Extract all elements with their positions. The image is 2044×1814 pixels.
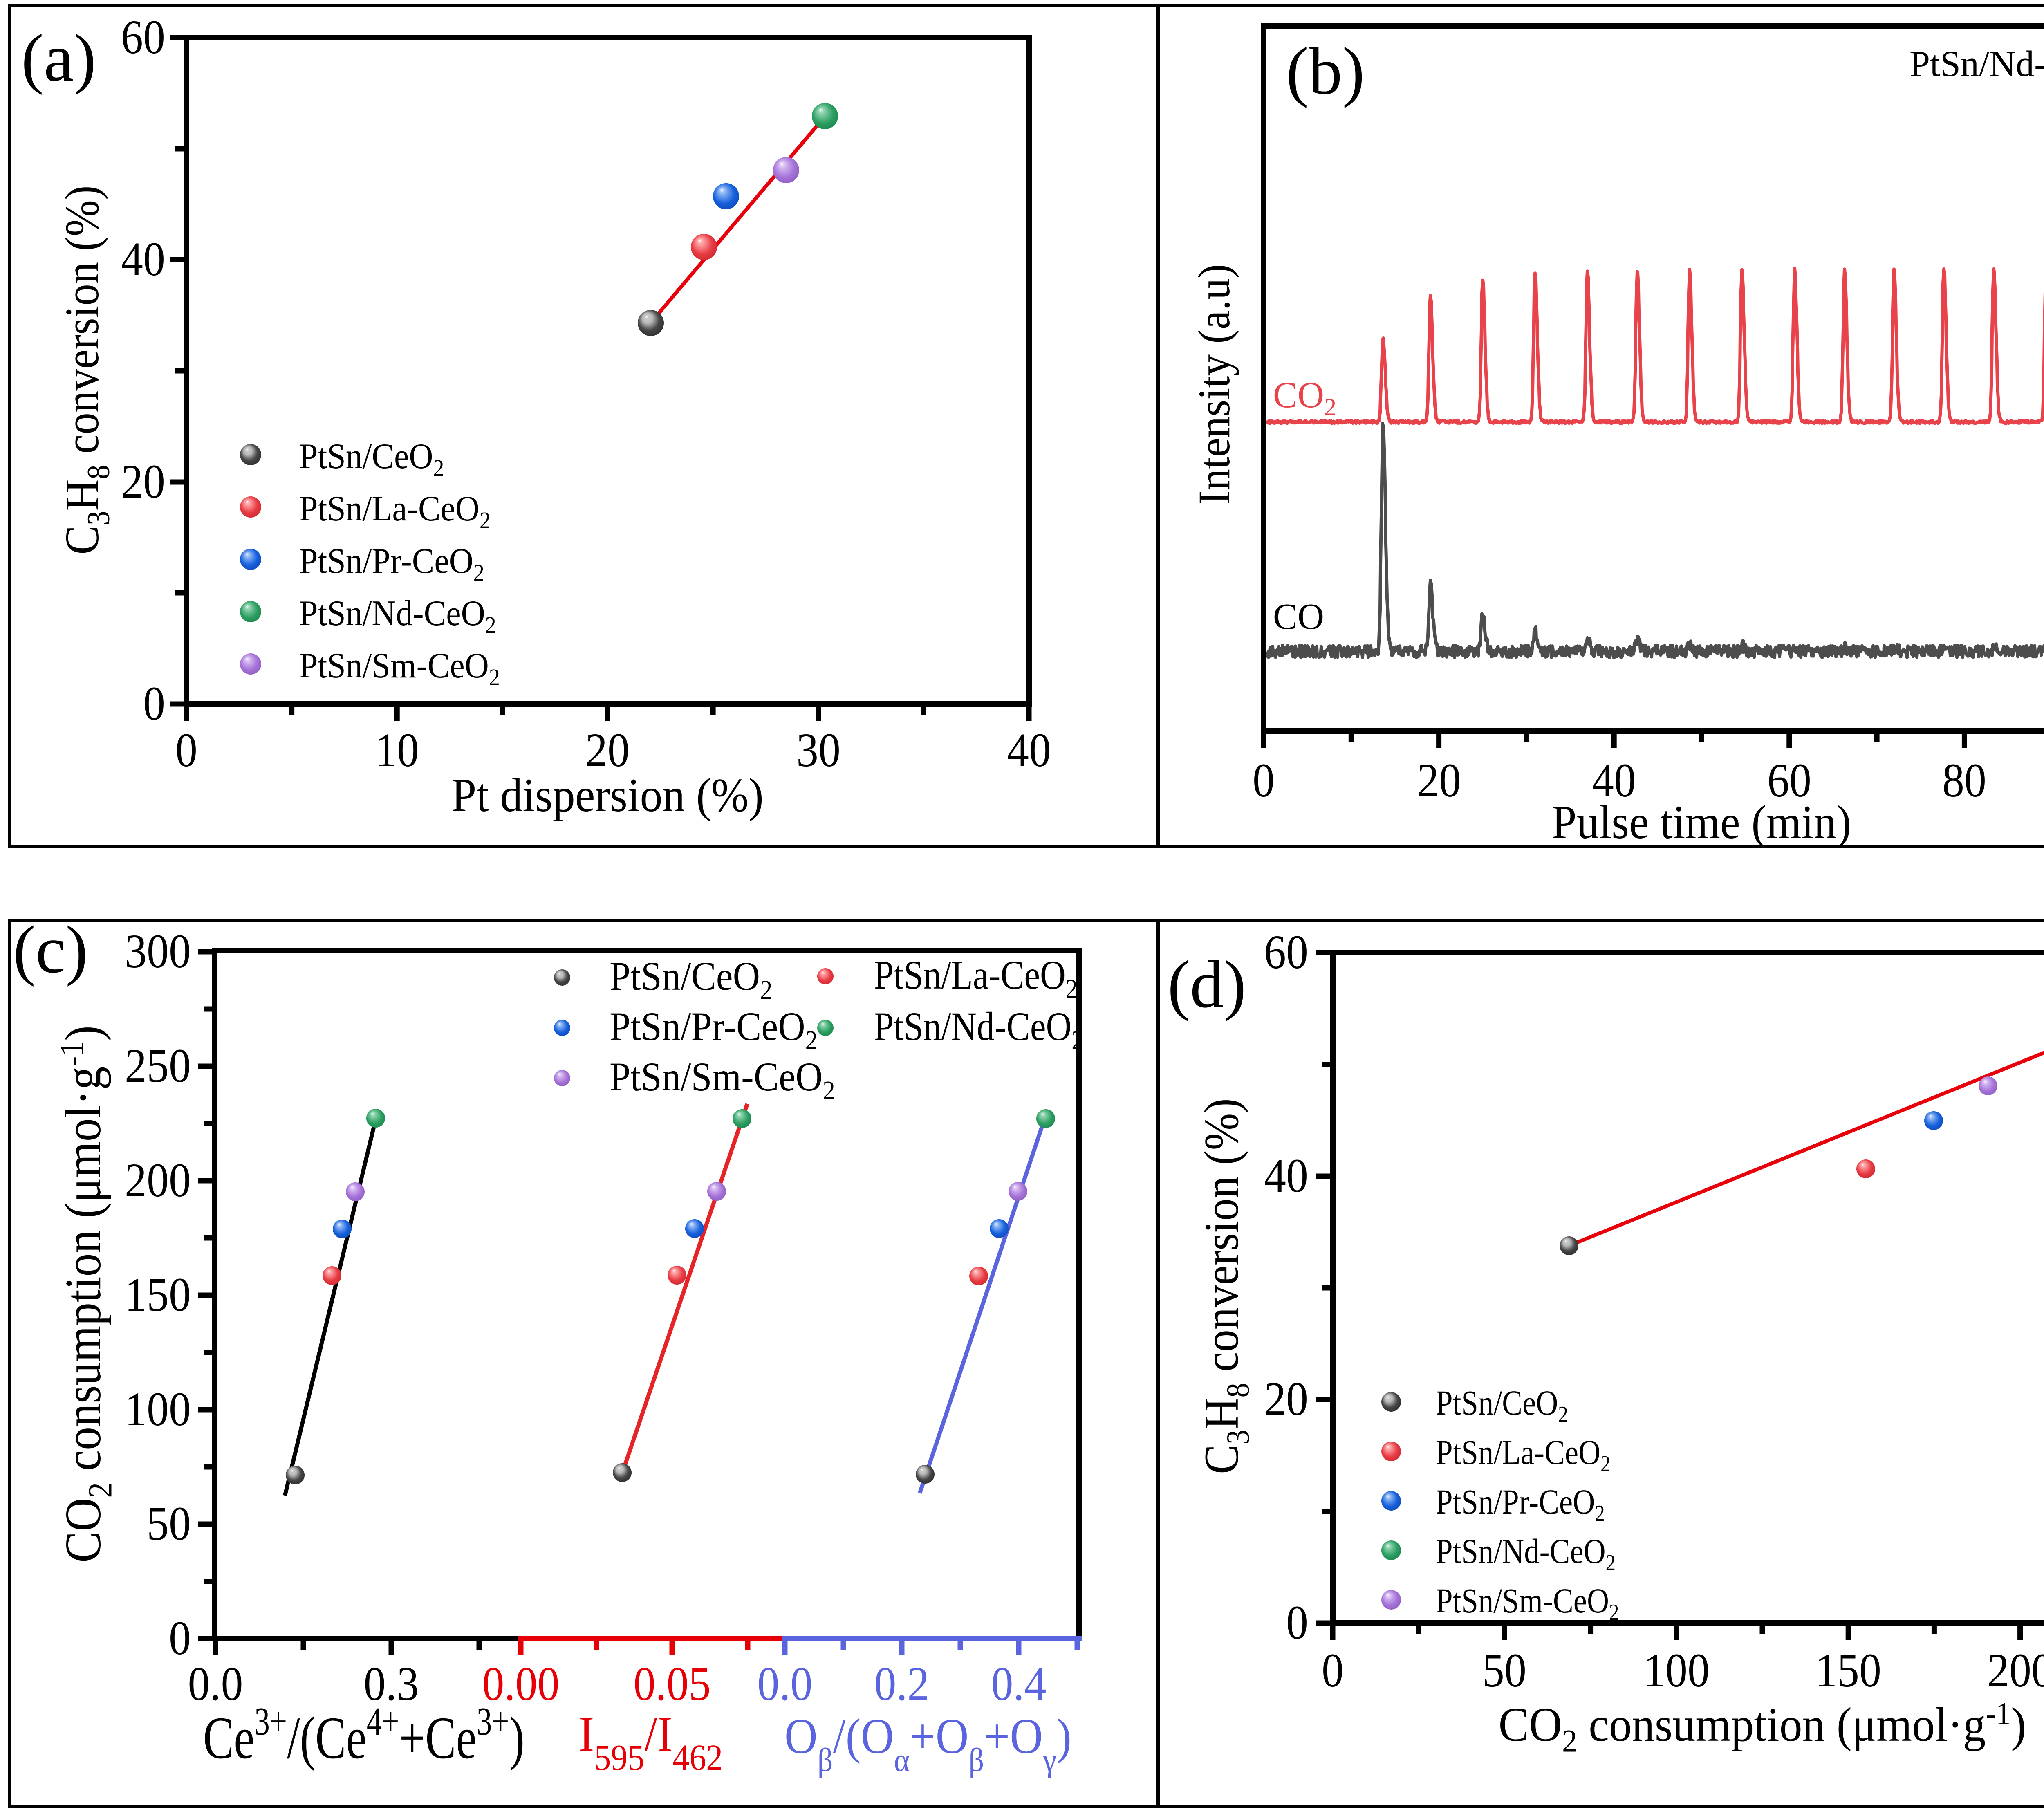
svg-text:30: 30 (796, 724, 840, 777)
svg-text:Intensity (a.u): Intensity (a.u) (1190, 264, 1239, 505)
svg-text:(b): (b) (1286, 34, 1365, 108)
svg-text:50: 50 (147, 1497, 191, 1550)
svg-text:100: 100 (1643, 1644, 1710, 1697)
svg-text:0: 0 (143, 677, 165, 730)
svg-text:0.0: 0.0 (758, 1657, 813, 1711)
svg-text:60: 60 (1767, 754, 1811, 807)
svg-text:CO2 consumption (μmol·g-1): CO2 consumption (μmol·g-1) (1499, 1696, 2026, 1759)
svg-text:20: 20 (1417, 754, 1461, 807)
svg-text:(c): (c) (13, 912, 88, 987)
svg-text:PtSn/Pr-CeO2: PtSn/Pr-CeO2 (610, 1003, 818, 1055)
svg-text:0: 0 (1253, 754, 1275, 807)
svg-text:300: 300 (125, 925, 191, 978)
svg-text:0: 0 (1322, 1644, 1344, 1697)
svg-text:PtSn/Nd-CeO2: PtSn/Nd-CeO2 (299, 593, 496, 638)
svg-text:0.05: 0.05 (634, 1657, 711, 1711)
svg-text:0: 0 (169, 1612, 191, 1665)
svg-text:0: 0 (175, 724, 197, 777)
svg-text:CO: CO (1273, 596, 1324, 637)
svg-text:250: 250 (125, 1039, 191, 1092)
svg-text:0.00: 0.00 (482, 1657, 560, 1711)
svg-text:PtSn/CeO2: PtSn/CeO2 (1436, 1383, 1568, 1427)
svg-text:200: 200 (1987, 1644, 2044, 1697)
svg-text:150: 150 (125, 1268, 191, 1321)
svg-text:PtSn/CeO2: PtSn/CeO2 (299, 436, 444, 481)
svg-text:PtSn/Nd-CeO2: PtSn/Nd-CeO2 (1436, 1532, 1616, 1576)
svg-text:PtSn/Nd-CeO2: PtSn/Nd-CeO2 (1910, 44, 2044, 90)
svg-text:20: 20 (585, 724, 630, 777)
svg-text:0.3: 0.3 (364, 1657, 419, 1711)
svg-text:PtSn/Pr-CeO2: PtSn/Pr-CeO2 (1436, 1482, 1605, 1526)
svg-text:40: 40 (1007, 724, 1051, 777)
svg-text:(a): (a) (21, 20, 96, 95)
svg-text:40: 40 (1592, 754, 1636, 807)
svg-text:200: 200 (125, 1154, 191, 1207)
svg-text:0: 0 (1286, 1596, 1308, 1649)
svg-text:Pt dispersion (%): Pt dispersion (%) (451, 769, 764, 822)
svg-text:50: 50 (1482, 1644, 1526, 1697)
svg-text:20: 20 (121, 455, 165, 508)
svg-text:80: 80 (1942, 754, 1986, 807)
svg-text:CO2 consumption (μmol·g-1): CO2 consumption (μmol·g-1) (54, 1025, 119, 1563)
svg-text:0.2: 0.2 (874, 1657, 930, 1711)
svg-text:PtSn/Sm-CeO2: PtSn/Sm-CeO2 (610, 1054, 835, 1105)
svg-text:C3H8 conversion (%): C3H8 conversion (%) (56, 186, 116, 555)
svg-text:Ce3+/(Ce4++Ce3+): Ce3+/(Ce4++Ce3+) (203, 1699, 524, 1771)
svg-text:0.4: 0.4 (991, 1657, 1047, 1711)
svg-text:PtSn/La-CeO2: PtSn/La-CeO2 (1436, 1433, 1610, 1477)
svg-text:PtSn/CeO2: PtSn/CeO2 (610, 953, 772, 1005)
svg-text:40: 40 (121, 233, 165, 286)
svg-text:0.0: 0.0 (188, 1657, 243, 1711)
svg-text:150: 150 (1815, 1644, 1881, 1697)
svg-text:60: 60 (121, 11, 165, 64)
svg-text:PtSn/La-CeO2: PtSn/La-CeO2 (299, 489, 491, 534)
svg-text:C3H8 conversion (%): C3H8 conversion (%) (1194, 1098, 1256, 1474)
svg-text:100: 100 (125, 1383, 191, 1436)
svg-text:PtSn/Pr-CeO2: PtSn/Pr-CeO2 (299, 541, 484, 586)
svg-text:PtSn/La-CeO2: PtSn/La-CeO2 (874, 952, 1077, 1003)
svg-text:10: 10 (375, 724, 419, 777)
svg-text:40: 40 (1264, 1149, 1308, 1202)
svg-text:PtSn/Sm-CeO2: PtSn/Sm-CeO2 (299, 646, 500, 691)
svg-text:PtSn/Sm-CeO2: PtSn/Sm-CeO2 (1436, 1581, 1619, 1625)
svg-text:20: 20 (1264, 1372, 1308, 1426)
svg-text:(d): (d) (1168, 947, 1246, 1022)
svg-text:60: 60 (1264, 926, 1308, 979)
svg-text:Pulse time (min): Pulse time (min) (1551, 796, 1851, 849)
svg-text:PtSn/Nd-CeO2: PtSn/Nd-CeO2 (874, 1004, 1083, 1055)
